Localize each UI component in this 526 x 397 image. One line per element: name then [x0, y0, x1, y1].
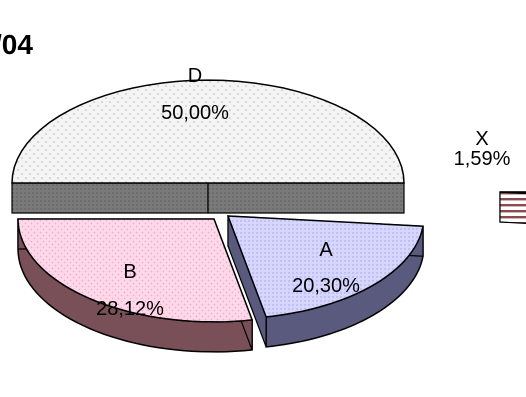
- slice-value-b: 28,12%: [96, 298, 164, 320]
- slice-label-d: D: [188, 65, 202, 87]
- slice-label-a: A: [319, 239, 333, 261]
- slice-value-d: 50,00%: [161, 102, 229, 124]
- slice-d: [11, 79, 405, 214]
- slice-label-b: B: [123, 261, 136, 283]
- pie-slices: [11, 79, 526, 353]
- slice-b: [17, 218, 254, 353]
- pie-labels: /04 D 50,00% X 1,59% A 20,30% B 28,12%: [0, 29, 511, 320]
- slice-a: [226, 215, 424, 348]
- slice-x-top: [499, 191, 526, 195]
- slice-value-a: 20,30%: [292, 275, 360, 297]
- slice-label-x: X: [475, 128, 488, 150]
- slice-x-cut-1: [499, 191, 526, 224]
- slice-value-x: 1,59%: [454, 148, 511, 170]
- slice-x: [499, 191, 526, 224]
- slice-d-top: [11, 79, 405, 184]
- slice-d-cut-1: [207, 182, 405, 214]
- slice-d-cut-0: [11, 182, 209, 214]
- slice-a-top: [226, 215, 424, 318]
- chart-title: /04: [0, 29, 33, 60]
- slice-b-top: [17, 218, 254, 323]
